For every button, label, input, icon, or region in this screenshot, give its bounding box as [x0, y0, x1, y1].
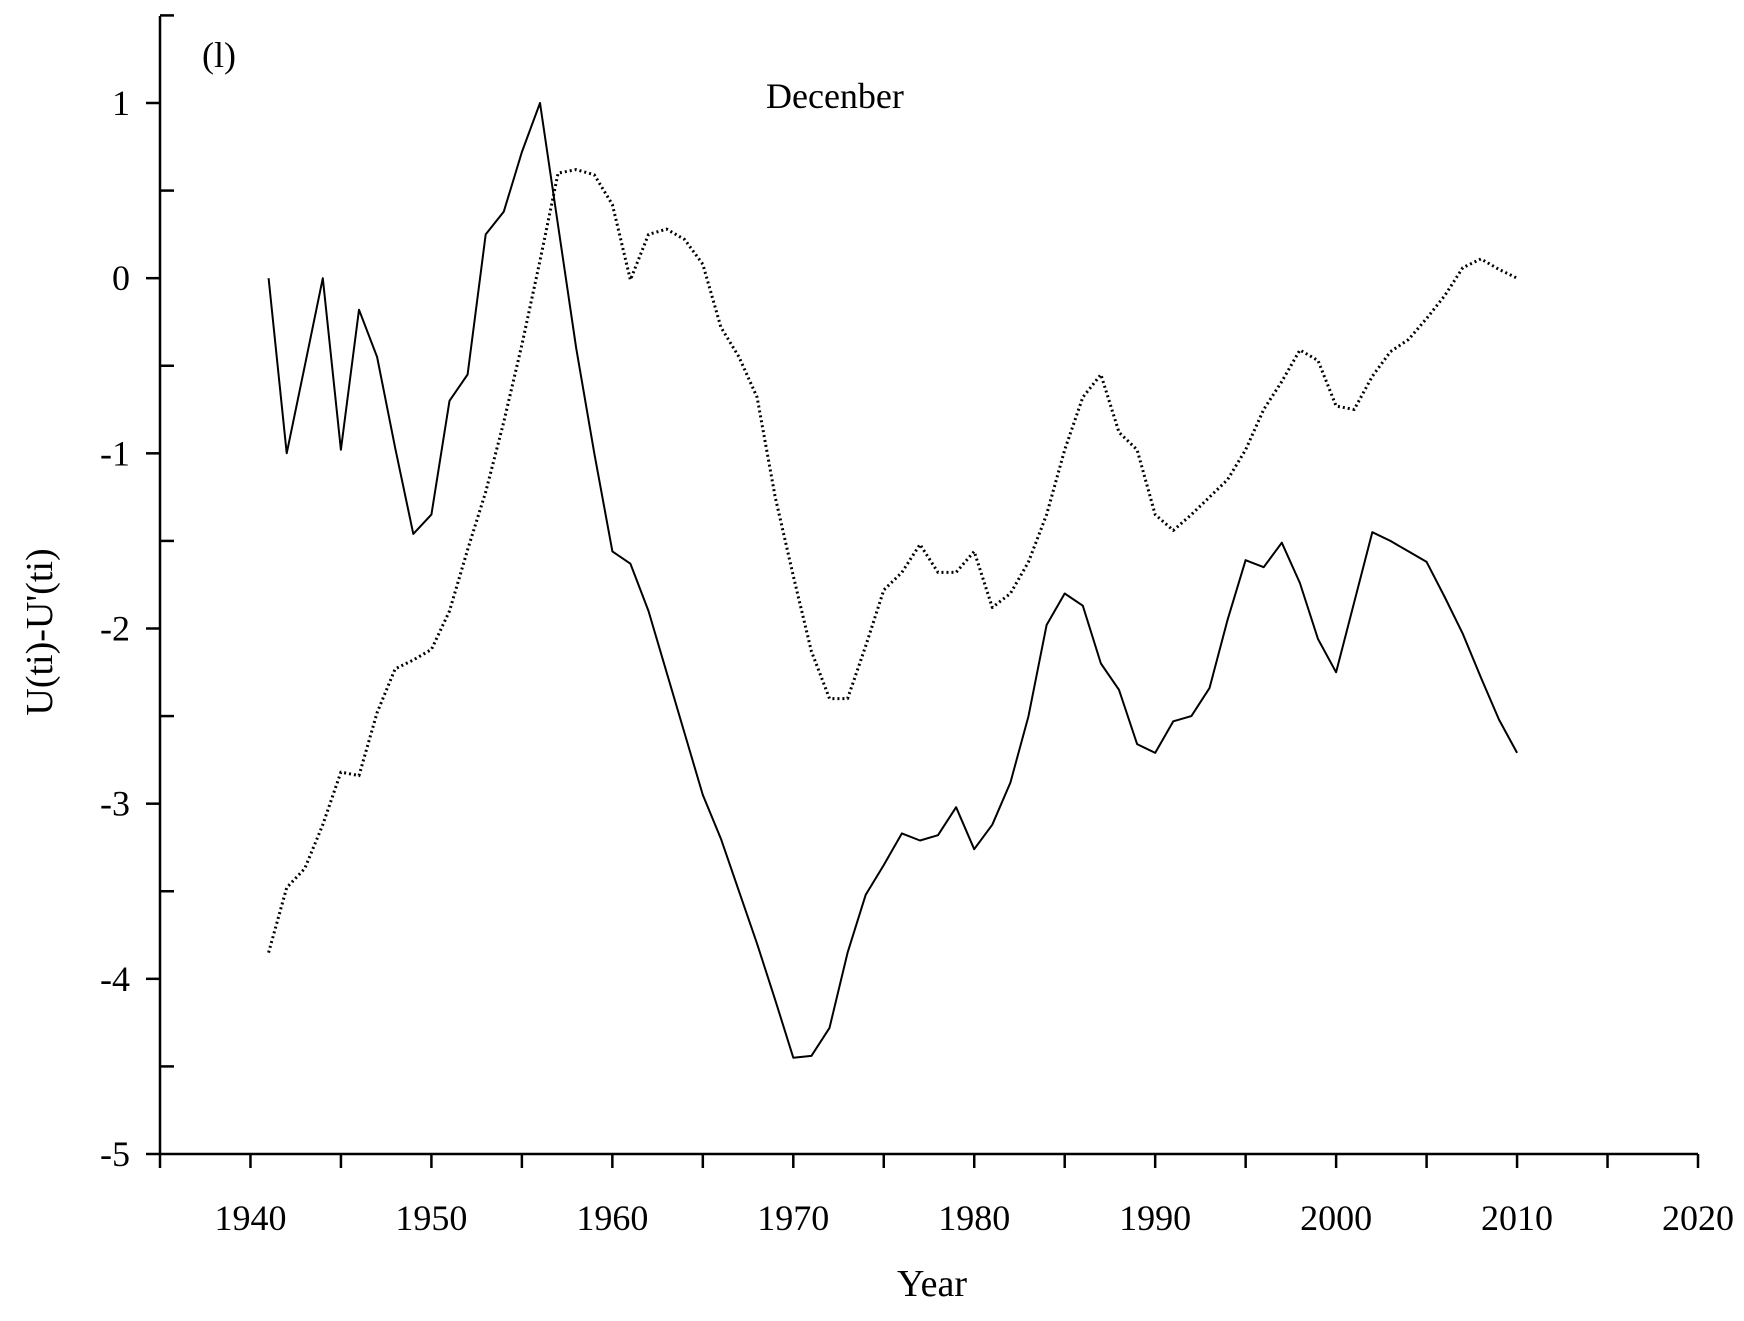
axes: 1940 1950 1960 1970 1980 1990 2000 2010 2020 1 0 -1… [100, 14, 1734, 1238]
x-tick-label: 2010 [1481, 1198, 1553, 1238]
y-tick-label: -1 [100, 433, 130, 473]
y-tick-label: -4 [100, 959, 130, 999]
y-tick-label: -2 [100, 609, 130, 649]
y-tick-label: 0 [112, 258, 130, 298]
y-tick-label: -3 [100, 784, 130, 824]
series-line-dotted [267, 168, 1518, 954]
y-tick-label: 1 [112, 83, 130, 123]
x-tick-label: 1970 [757, 1198, 829, 1238]
x-tick-label: 1960 [576, 1198, 648, 1238]
series-line-solid [267, 102, 1518, 1059]
x-tick-label: 2020 [1662, 1198, 1734, 1238]
x-tick-label: 1950 [395, 1198, 467, 1238]
x-tick-label: 1990 [1119, 1198, 1191, 1238]
y-axis-title: U(ti)-U'(ti) [19, 548, 61, 715]
x-tick-label: 2000 [1300, 1198, 1372, 1238]
x-axis-title: Year [897, 1263, 967, 1305]
panel-label: (l) [202, 35, 236, 75]
x-tick-label: 1940 [214, 1198, 286, 1238]
chart-title: Decenber [766, 76, 904, 116]
y-tick-label: -5 [100, 1134, 130, 1174]
series-group [267, 102, 1518, 1059]
x-tick-label: 1980 [938, 1198, 1010, 1238]
